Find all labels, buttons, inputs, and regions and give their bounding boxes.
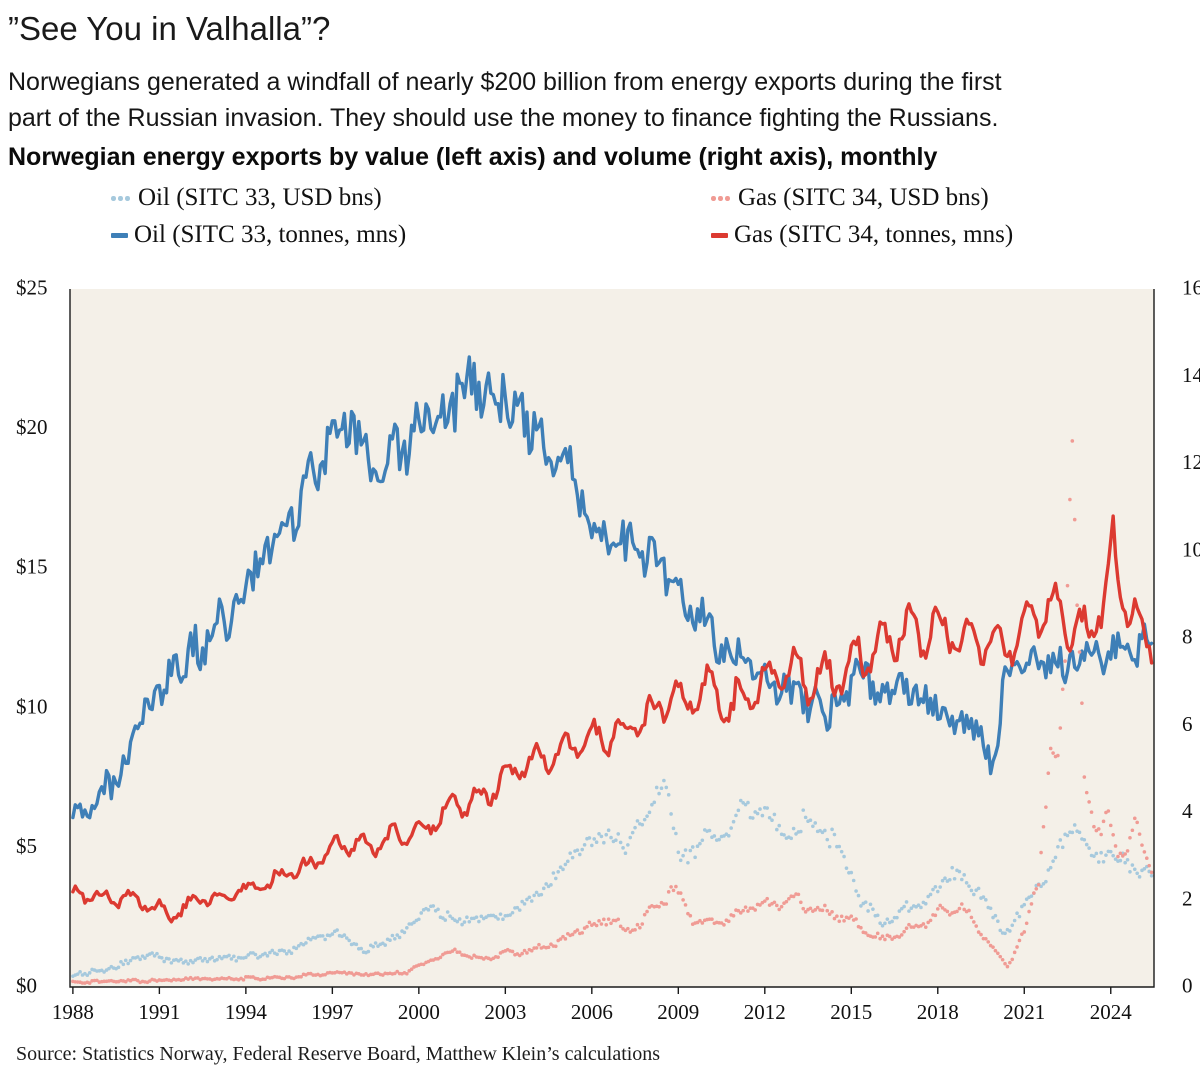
- legend-label: Oil (SITC 33, tonnes, mns): [134, 220, 407, 248]
- legend-label: Gas (SITC 34, tonnes, mns): [734, 220, 1014, 248]
- solid-series-marker-icon: [711, 232, 728, 238]
- chart-heading: Norwegian energy exports by value (left …: [8, 143, 938, 172]
- solid-series-marker-icon: [111, 232, 128, 238]
- page-subtitle: Norwegians generated a windfall of nearl…: [8, 67, 1002, 133]
- legend-item-oil-tonnes: Oil (SITC 33, tonnes, mns): [111, 219, 711, 252]
- legend-item-gas-tonnes: Gas (SITC 34, tonnes, mns): [711, 219, 1200, 252]
- chart-legend: Oil (SITC 33, USD bns) Gas (SITC 34, USD…: [111, 182, 1200, 251]
- legend-label: Oil (SITC 33, USD bns): [138, 184, 382, 212]
- source-note: Source: Statistics Norway, Federal Reser…: [16, 1043, 661, 1066]
- legend-label: Gas (SITC 34, USD bns): [738, 184, 989, 212]
- dotted-series-marker-icon: [111, 196, 132, 201]
- page-title: ”See You in Valhalla”?: [8, 10, 331, 47]
- legend-item-oil-usd: Oil (SITC 33, USD bns): [111, 182, 711, 215]
- energy-exports-chart-canvas: [8, 275, 1200, 1036]
- dotted-series-marker-icon: [711, 196, 732, 201]
- legend-item-gas-usd: Gas (SITC 34, USD bns): [711, 182, 1200, 215]
